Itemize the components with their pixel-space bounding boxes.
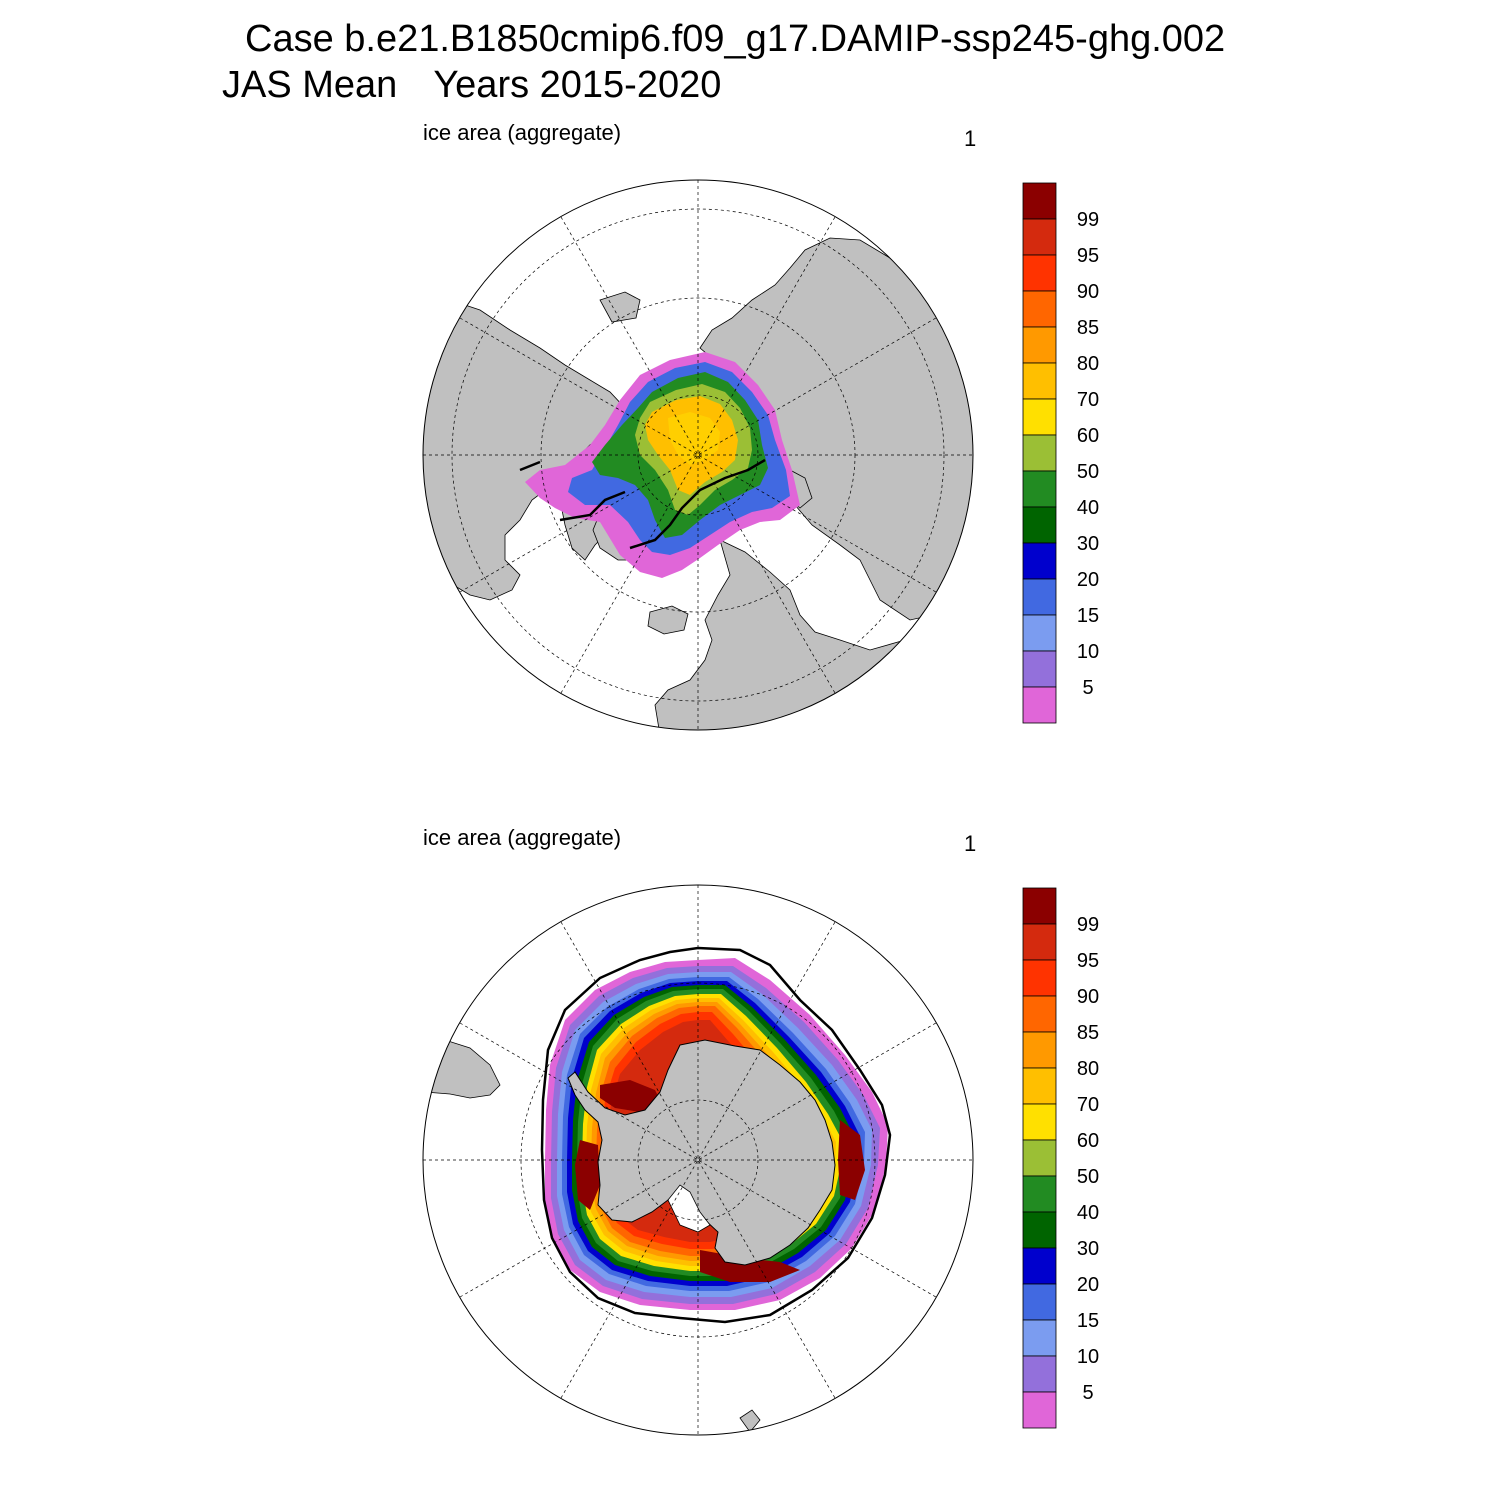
south-panel-label: ice area (aggregate) [423,825,622,850]
antarctic-observed-ice-edge [540,946,892,1324]
colorbar-north-tick-20: 20 [1077,569,1099,591]
arctic-graticule [423,180,973,730]
colorbar-north-swatch-13 [1022,650,1057,688]
colorbar-north-tick-10: 10 [1077,641,1099,663]
colorbar-south-tick-20: 20 [1077,1274,1099,1296]
colorbar-south-swatch-4 [1022,1031,1057,1069]
north-panel-number: 1 [964,126,977,151]
colorbar-north-tick-60: 60 [1077,425,1099,447]
season-title: JAS Mean Years 2015-2020 [222,64,721,107]
years-label: Years 2015-2020 [433,64,722,106]
colorbar-north-swatch-5 [1022,362,1057,400]
colorbar-north-swatch-1 [1022,218,1057,256]
colorbar-north-tick-90: 90 [1077,281,1099,303]
case-title: Case b.e21.B1850cmip6.f09_g17.DAMIP-ssp2… [245,18,1226,60]
colorbar-south-swatch-0 [1022,887,1057,925]
colorbar-north-tick-95: 95 [1077,245,1099,267]
colorbar-north-swatch-4 [1022,326,1057,364]
colorbar-north-swatch-8 [1022,470,1057,508]
colorbar-north-swatch-9 [1022,506,1057,544]
colorbar-north-tick-50: 50 [1077,461,1099,483]
colorbar-north-swatch-7 [1022,434,1057,472]
colorbar-north-tick-15: 15 [1077,605,1099,627]
colorbar-south-swatch-13 [1022,1355,1057,1393]
colorbar-north-tick-70: 70 [1077,389,1099,411]
colorbar-south-swatch-1 [1022,923,1057,961]
colorbar-south-swatch-8 [1022,1175,1057,1213]
colorbar-south-swatch-5 [1022,1067,1057,1105]
colorbar-south-swatch-2 [1022,959,1057,997]
colorbar-south-tick-80: 80 [1077,1058,1099,1080]
antarctic-ice-100pct-amundsen [575,1140,600,1210]
antarctic-map [422,884,974,1436]
colorbar-south-swatch-6 [1022,1103,1057,1141]
colorbar-south-tick-15: 15 [1077,1310,1099,1332]
south-panel-number: 1 [964,831,977,856]
arctic-land-iceland [647,605,689,635]
antarctic-ice-100pct-weddell [600,1080,665,1112]
antarctic-land-new-zealand [739,1409,761,1433]
colorbar-south-tick-95: 95 [1077,950,1099,972]
arctic-map [422,179,974,731]
colorbar-south-swatch-14 [1022,1391,1057,1429]
colorbar-south-tick-50: 50 [1077,1166,1099,1188]
colorbar-north-tick-99: 99 [1077,209,1099,231]
colorbar-south-swatch-9 [1022,1211,1057,1249]
colorbar-south-swatch-10 [1022,1247,1057,1285]
colorbar-south-tick-60: 60 [1077,1130,1099,1152]
colorbar-north: 99 95 90 85 80 70 60 50 40 30 20 15 10 5 [1022,182,1099,724]
colorbar-north-swatch-3 [1022,290,1057,328]
colorbar-north-tick-5: 5 [1082,677,1093,699]
colorbar-north-swatch-12 [1022,614,1057,652]
colorbar-south-tick-99: 99 [1077,914,1099,936]
colorbar-south-tick-70: 70 [1077,1094,1099,1116]
colorbar-north-swatch-14 [1022,686,1057,724]
colorbar-north-swatch-10 [1022,542,1057,580]
colorbar-south: 99 95 90 85 80 70 60 50 40 30 20 15 10 5 [1022,887,1099,1429]
season-label: JAS Mean [222,64,398,106]
arctic-observed-ice-edge [519,458,766,550]
colorbar-south-tick-10: 10 [1077,1346,1099,1368]
arctic-land-alaska [599,291,641,323]
colorbar-north-swatch-2 [1022,254,1057,292]
colorbar-south-tick-5: 5 [1082,1382,1093,1404]
colorbar-south-tick-85: 85 [1077,1022,1099,1044]
arctic-sea-ice [525,352,800,578]
colorbar-north-tick-30: 30 [1077,533,1099,555]
colorbar-north-swatch-6 [1022,398,1057,436]
colorbar-north-tick-85: 85 [1077,317,1099,339]
colorbar-north-swatch-11 [1022,578,1057,616]
antarctic-graticule [423,885,973,1435]
north-panel-label: ice area (aggregate) [423,120,622,145]
colorbar-north-tick-80: 80 [1077,353,1099,375]
colorbar-north-tick-40: 40 [1077,497,1099,519]
colorbar-south-tick-30: 30 [1077,1238,1099,1260]
colorbar-south-swatch-12 [1022,1319,1057,1357]
arctic-map-border [422,179,974,731]
colorbar-south-swatch-3 [1022,995,1057,1033]
colorbar-south-tick-90: 90 [1077,986,1099,1008]
colorbar-south-tick-40: 40 [1077,1202,1099,1224]
antarctic-map-border [422,884,974,1436]
colorbar-south-swatch-11 [1022,1283,1057,1321]
colorbar-north-swatch-0 [1022,182,1057,220]
colorbar-south-swatch-7 [1022,1139,1057,1177]
